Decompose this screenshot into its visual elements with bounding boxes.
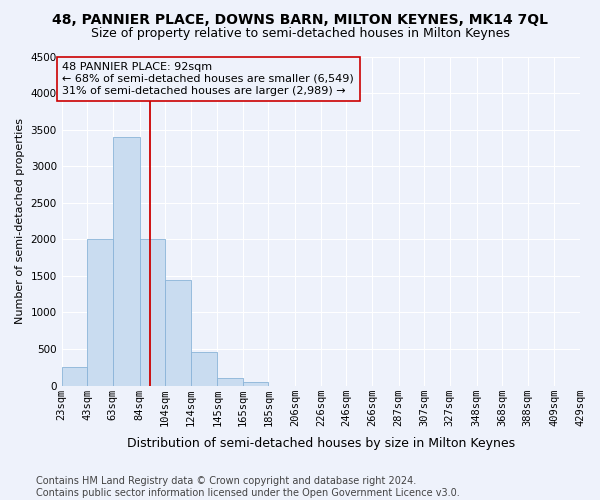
Bar: [62, 368, 87, 386]
Bar: [113, 137, 140, 386]
Bar: [191, 352, 217, 386]
Y-axis label: Number of semi-detached properties: Number of semi-detached properties: [15, 118, 25, 324]
X-axis label: Distribution of semi-detached houses by size in Milton Keynes: Distribution of semi-detached houses by …: [127, 437, 515, 450]
Text: 48 PANNIER PLACE: 92sqm
← 68% of semi-detached houses are smaller (6,549)
31% of: 48 PANNIER PLACE: 92sqm ← 68% of semi-de…: [62, 62, 354, 96]
Text: Size of property relative to semi-detached houses in Milton Keynes: Size of property relative to semi-detach…: [91, 28, 509, 40]
Bar: [165, 280, 191, 386]
Bar: [87, 240, 113, 386]
Bar: [217, 378, 243, 386]
Text: 48, PANNIER PLACE, DOWNS BARN, MILTON KEYNES, MK14 7QL: 48, PANNIER PLACE, DOWNS BARN, MILTON KE…: [52, 12, 548, 26]
Bar: [140, 240, 165, 386]
Bar: [243, 382, 268, 386]
Text: Contains HM Land Registry data © Crown copyright and database right 2024.
Contai: Contains HM Land Registry data © Crown c…: [36, 476, 460, 498]
